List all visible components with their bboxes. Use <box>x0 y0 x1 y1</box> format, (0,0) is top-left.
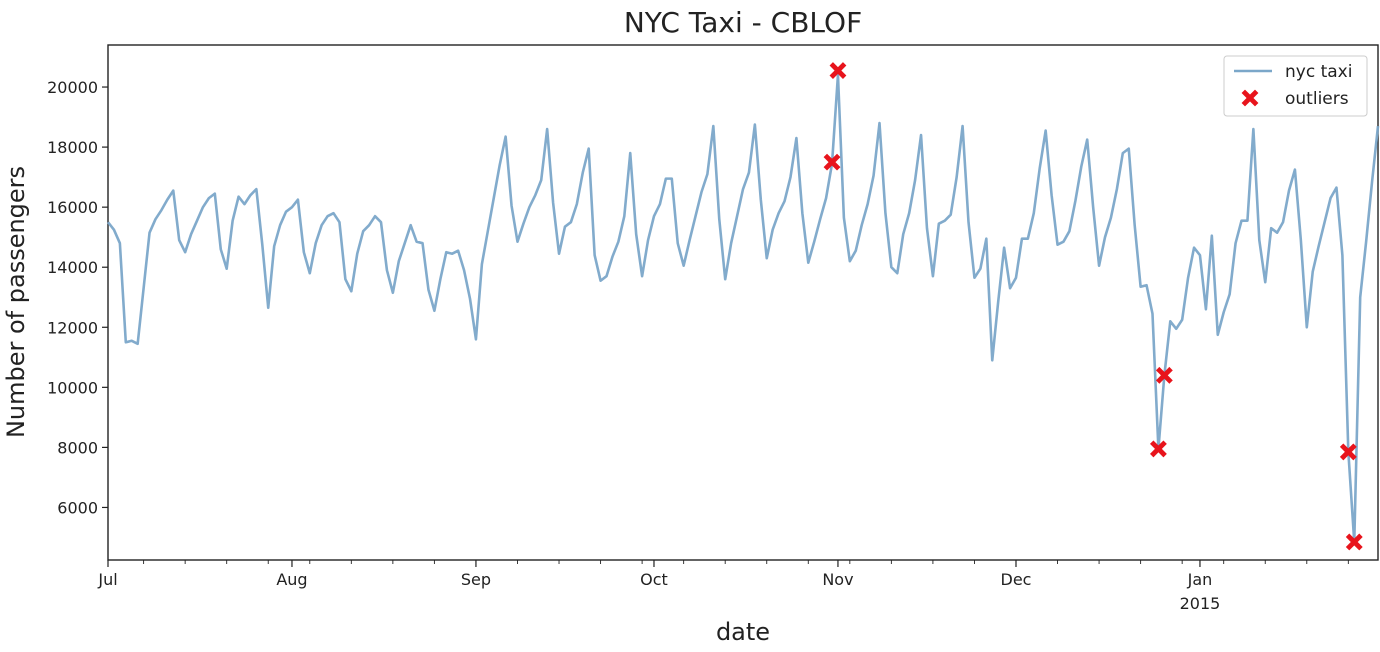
y-tick-label: 16000 <box>47 198 98 217</box>
x-axis: Jul Aug Sep Oct Nov Dec Jan 2015 <box>97 560 1349 613</box>
outlier-marker <box>1155 366 1173 384</box>
y-axis: 6000 8000 10000 12000 14000 16000 18000 20000 <box>47 78 108 517</box>
legend-outlier-icon <box>1241 89 1259 107</box>
y-tick-label: 12000 <box>47 318 98 337</box>
outlier-marker <box>829 62 847 79</box>
y-tick-label: 20000 <box>47 78 98 97</box>
y-tick-label: 8000 <box>57 438 98 457</box>
outlier-marker <box>1339 443 1357 461</box>
x-tick-label: Nov <box>822 570 853 589</box>
x-axis-label: date <box>716 618 770 646</box>
x-tick-label: Aug <box>276 570 307 589</box>
x-tick-label: Jan <box>1187 570 1213 589</box>
x-tick-label: Jul <box>97 570 117 589</box>
y-tick-label: 18000 <box>47 138 98 157</box>
x-tick-label: Dec <box>1001 570 1032 589</box>
legend-marker-outliers <box>1241 89 1259 107</box>
outlier-marker <box>1149 440 1167 458</box>
plot-frame <box>107 44 1379 561</box>
legend-label-outliers: outliers <box>1285 89 1349 109</box>
x-tick-sublabel: 2015 <box>1180 594 1221 613</box>
legend: nyc taxi outliers <box>1223 55 1368 117</box>
x-tick-label: Sep <box>461 570 491 589</box>
plot-area: 6000 8000 10000 12000 14000 16000 18000 20000 J… <box>47 44 1380 613</box>
outlier-marker <box>823 153 841 171</box>
x-tick-label: Oct <box>640 570 668 589</box>
y-tick-label: 10000 <box>47 378 98 397</box>
outlier-markers <box>823 62 1363 551</box>
series-line-nyc-taxi <box>106 73 1380 544</box>
outlier-marker <box>1345 533 1363 551</box>
chart-title: NYC Taxi - CBLOF <box>624 6 862 39</box>
y-axis-label: Number of passengers <box>2 166 30 438</box>
y-tick-label: 14000 <box>47 258 98 277</box>
y-tick-label: 6000 <box>57 498 98 517</box>
legend-label-nyc-taxi: nyc taxi <box>1285 62 1352 82</box>
